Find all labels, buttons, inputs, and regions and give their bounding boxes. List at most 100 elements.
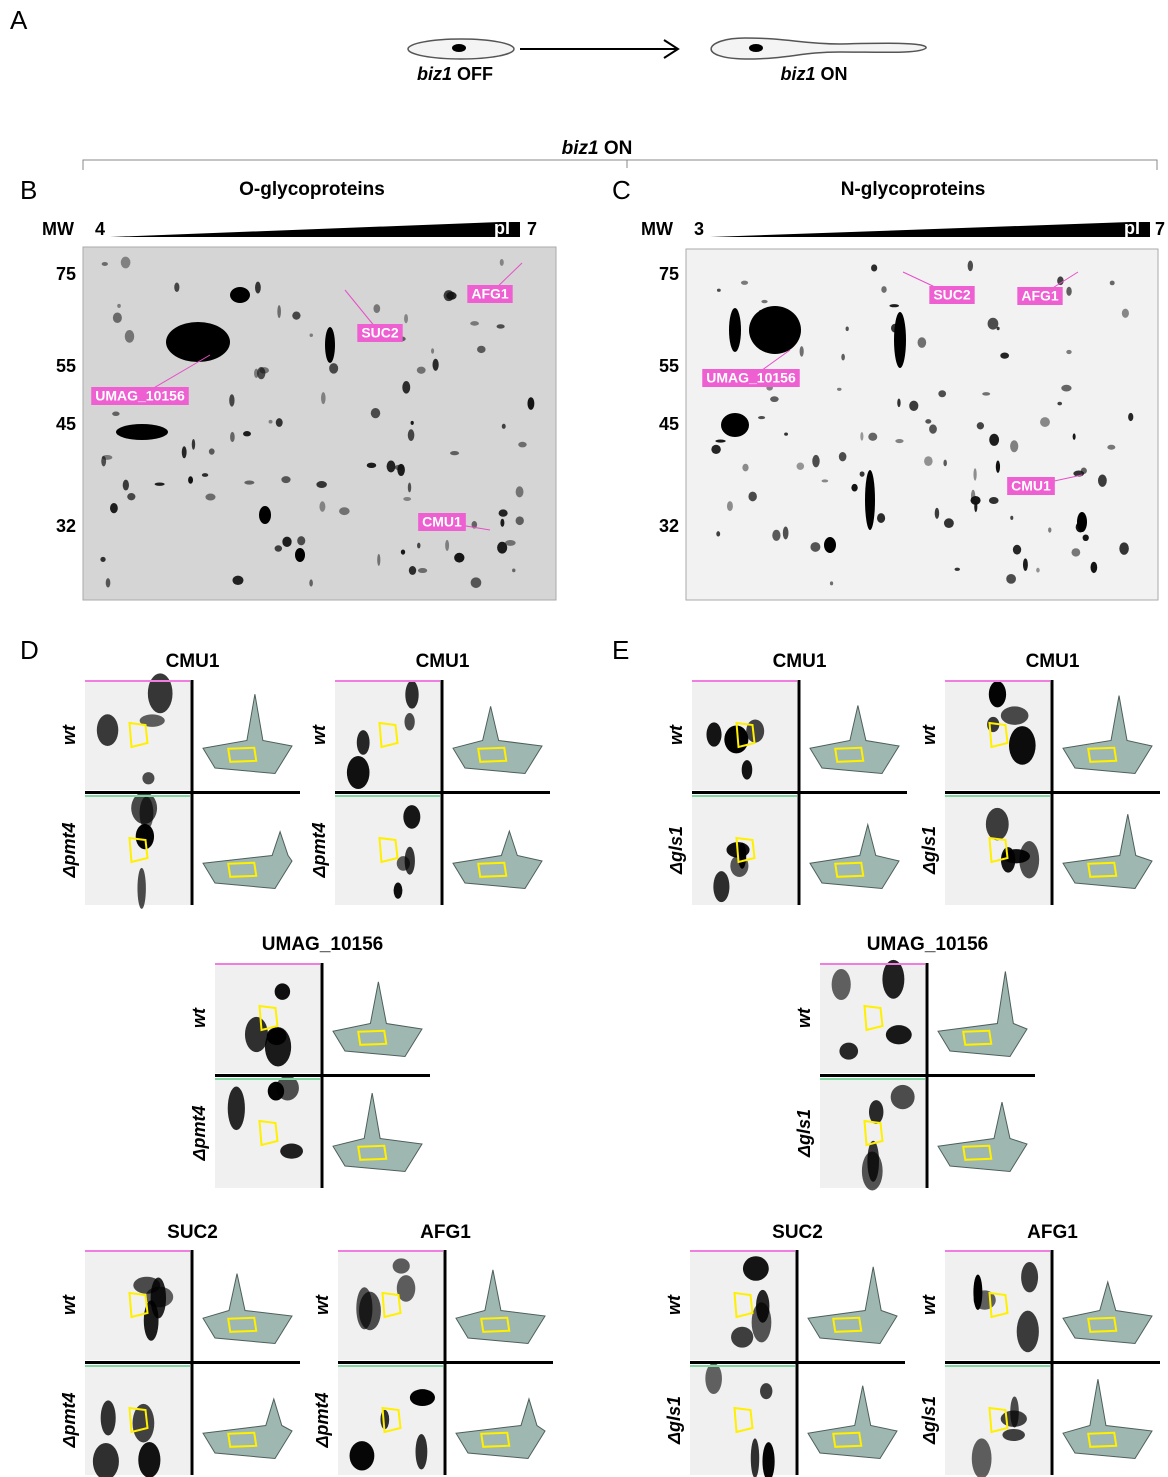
block-title: CMU1 [166, 651, 220, 672]
protein-spot [405, 681, 418, 709]
protein-spot [997, 327, 1000, 330]
protein-spot [706, 722, 721, 746]
protein-spot [869, 1100, 883, 1124]
protein-spot [329, 363, 338, 374]
protein-spot [1077, 512, 1087, 532]
protein-spot [280, 1144, 303, 1159]
protein-spot [319, 501, 325, 512]
protein-spot [255, 282, 261, 294]
protein-spot [812, 455, 819, 467]
figure: Abiz1 OFFbiz1 ONbiz1 ONBO-glycoproteinsM… [0, 0, 1168, 1477]
state: OFF [457, 64, 493, 84]
protein-spot [325, 327, 335, 363]
panel-label: B [20, 175, 37, 205]
protein-spot [1036, 568, 1040, 573]
surface-plot [453, 831, 542, 888]
protein-spot [1040, 417, 1050, 427]
protein-spot [729, 308, 741, 352]
protein-spot [137, 868, 145, 909]
panel-label: C [612, 175, 631, 205]
protein-spot [749, 306, 801, 354]
protein-spot [889, 304, 899, 307]
protein-spot [350, 1441, 375, 1470]
protein-spot [102, 262, 108, 266]
protein-spot [924, 456, 933, 466]
protein-spot [267, 1027, 287, 1045]
protein-spot [403, 497, 411, 501]
protein-spot [882, 960, 904, 999]
protein-spot [230, 287, 250, 303]
protein-spot [989, 497, 999, 504]
protein-spot [742, 464, 748, 472]
protein-spot [232, 576, 243, 585]
protein-spot [516, 486, 524, 497]
protein-spot [230, 432, 235, 442]
mw-tick-label: 32 [56, 516, 76, 536]
protein-spot [477, 346, 485, 353]
protein-spot [830, 581, 833, 585]
pi-start: 3 [694, 219, 704, 239]
pi-start: 4 [95, 219, 105, 239]
protein-spot [281, 476, 290, 483]
state: ON [821, 64, 848, 84]
protein-spot [404, 713, 414, 730]
protein-spot [1091, 562, 1098, 573]
protein-spot [977, 422, 984, 429]
row-label: Δpmt4 [312, 1392, 332, 1448]
gene-state-label: biz1 OFF [417, 64, 493, 84]
surface-plot [333, 982, 422, 1057]
protein-spot [797, 463, 805, 470]
protein-spot [100, 557, 105, 562]
protein-spot [282, 537, 291, 547]
protein-spot [974, 501, 977, 512]
protein-spot [973, 468, 976, 480]
protein-spot [297, 536, 305, 545]
protein-spot [1002, 1429, 1024, 1441]
spot-label: CMU1 [1011, 478, 1051, 494]
protein-spot [860, 471, 865, 476]
mw-tick-label: 32 [659, 516, 679, 536]
protein-spot [136, 824, 154, 849]
protein-spot [339, 507, 350, 515]
pi-label: pI [1124, 218, 1140, 238]
protein-spot [895, 439, 903, 443]
protein-spot [716, 531, 720, 536]
ph-gradient [710, 222, 1150, 237]
protein-spot [832, 969, 851, 1000]
mw-tick-label: 75 [659, 264, 679, 284]
protein-spot [516, 516, 524, 525]
protein-spot [209, 448, 215, 454]
protein-spot [877, 513, 885, 523]
mw-tick-label: 55 [56, 356, 76, 376]
pi-label: pI [494, 218, 510, 238]
gel-crop [335, 795, 440, 905]
block-title: CMU1 [1026, 651, 1080, 672]
protein-spot [295, 548, 305, 562]
protein-spot [357, 730, 370, 755]
gene-state-label: biz1 ON [780, 64, 847, 84]
protein-spot [897, 398, 900, 407]
protein-spot [450, 451, 459, 455]
spot-label: AFG1 [471, 286, 509, 302]
protein-spot [742, 760, 753, 780]
protein-spot [275, 983, 290, 1000]
protein-spot [1071, 548, 1080, 556]
protein-spot [418, 568, 427, 573]
protein-spot [113, 313, 122, 324]
protein-spot [1001, 706, 1029, 724]
protein-spot [1110, 281, 1115, 286]
row-label: wt [59, 1294, 79, 1315]
spot-label: UMAG_10156 [706, 370, 796, 386]
protein-spot [1023, 558, 1028, 571]
protein-spot [373, 304, 380, 313]
protein-spot [746, 720, 764, 743]
protein-spot [756, 1290, 769, 1323]
gene-name: biz1 [562, 138, 599, 159]
mw-label: MW [42, 219, 74, 239]
row-label: Δgls1 [919, 1396, 939, 1445]
protein-spot [881, 286, 886, 293]
mw-tick-label: 75 [56, 264, 76, 284]
protein-spot [1001, 1411, 1027, 1427]
block-title: AFG1 [1027, 1222, 1078, 1243]
surface-plot [1063, 814, 1152, 888]
